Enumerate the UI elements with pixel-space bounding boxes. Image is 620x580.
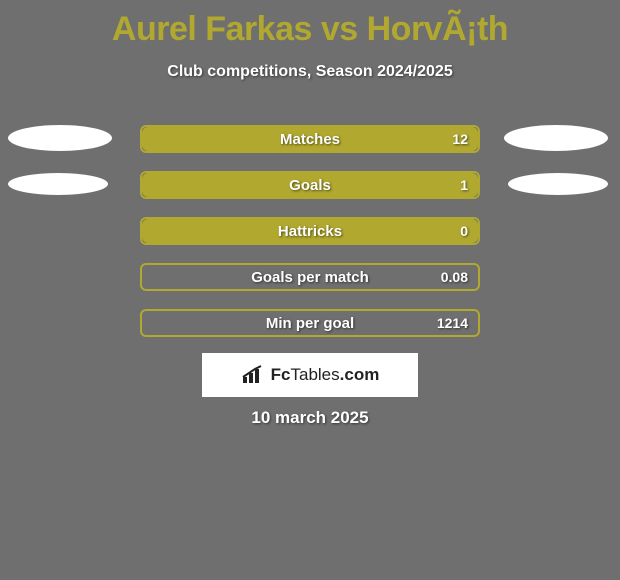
comparison-card: Aurel Farkas vs HorvÃ¡th Club competitio… xyxy=(0,0,620,580)
logo-dotcom: .com xyxy=(340,365,380,384)
stat-value: 1 xyxy=(460,173,468,197)
chart-icon xyxy=(241,365,265,385)
stat-value: 0.08 xyxy=(441,265,468,289)
stat-bar: Goals1 xyxy=(140,171,480,199)
logo-text: FcTables.com xyxy=(271,365,380,385)
subtitle: Club competitions, Season 2024/2025 xyxy=(0,63,620,81)
stat-bar: Min per goal1214 xyxy=(140,309,480,337)
stats-chart: Matches12 Goals1 Hattricks0 Goals per match… xyxy=(0,120,620,350)
stat-row: Goals1 xyxy=(0,166,620,212)
stat-bar: Goals per match0.08 xyxy=(140,263,480,291)
stat-label: Hattricks xyxy=(142,219,478,243)
stat-row: Hattricks0 xyxy=(0,212,620,258)
stat-value: 0 xyxy=(460,219,468,243)
player-left-marker xyxy=(8,173,108,195)
stat-row: Matches12 xyxy=(0,120,620,166)
stat-bar: Hattricks0 xyxy=(140,217,480,245)
stat-value: 12 xyxy=(452,127,468,151)
logo-fc: Fc xyxy=(271,365,291,384)
player-right-marker xyxy=(504,125,608,151)
stat-row: Min per goal1214 xyxy=(0,304,620,350)
player-left-marker xyxy=(8,125,112,151)
stat-label: Min per goal xyxy=(142,311,478,335)
stat-label: Goals xyxy=(142,173,478,197)
page-title: Aurel Farkas vs HorvÃ¡th xyxy=(0,0,620,49)
stat-row: Goals per match0.08 xyxy=(0,258,620,304)
logo-tables: Tables xyxy=(291,365,340,384)
date-label: 10 march 2025 xyxy=(0,408,620,428)
stat-label: Matches xyxy=(142,127,478,151)
fctables-logo: FcTables.com xyxy=(202,353,418,397)
stat-label: Goals per match xyxy=(142,265,478,289)
player-right-marker xyxy=(508,173,608,195)
stat-value: 1214 xyxy=(437,311,468,335)
stat-bar: Matches12 xyxy=(140,125,480,153)
